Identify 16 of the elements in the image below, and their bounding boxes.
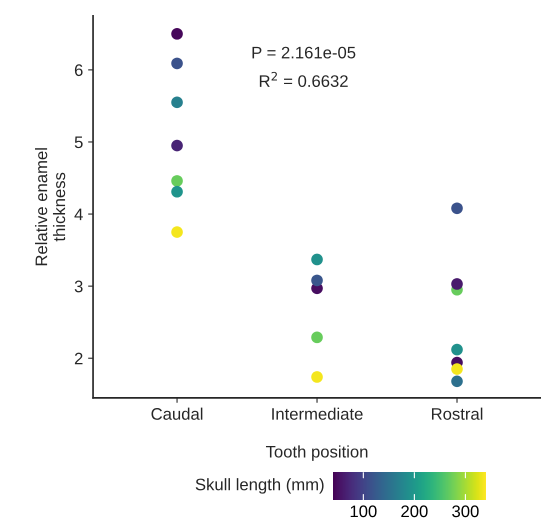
y-tick-label: 5 [74, 136, 83, 148]
annotation: P = 2.161e-05 [252, 46, 356, 58]
color-bar-label: 300 [452, 505, 479, 518]
color-bar-label: 200 [401, 505, 428, 518]
y-tick-label: 4 [74, 208, 83, 220]
x-tick-label: Intermediate [272, 408, 363, 420]
y-axis-title: Relative enamel thickness [35, 148, 66, 266]
annotation: R$^{2}$ = 0.6632 [260, 72, 348, 88]
color-bar-title: Skull length (mm) [196, 478, 324, 494]
x-tick-label: Rostral [432, 408, 482, 420]
y-tick-label: 3 [74, 280, 83, 292]
color-bar-label: 100 [350, 505, 377, 518]
y-tick-label: 2 [74, 352, 82, 364]
y-tick-label: 6 [74, 64, 83, 76]
x-axis-title: Tooth position [266, 445, 368, 461]
x-tick-label: Caudal [151, 408, 202, 420]
